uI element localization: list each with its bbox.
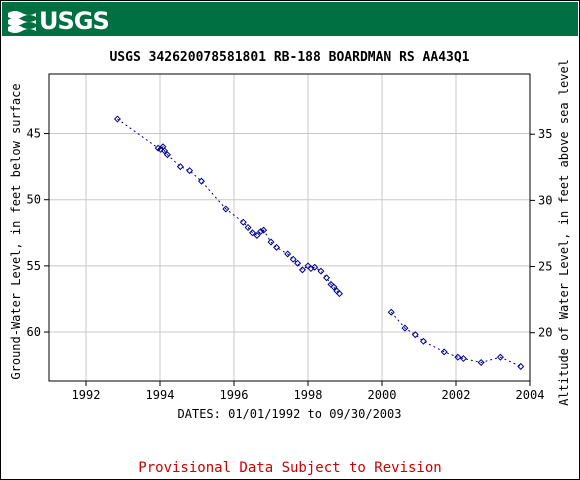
data-point — [157, 145, 165, 153]
plot-area — [49, 74, 530, 381]
y2-axis-label: Altitude of Water Level, in feet above s… — [557, 59, 571, 406]
x-tick-label: 2002 — [442, 388, 471, 402]
data-point — [244, 223, 252, 232]
y-tick-label: 50 — [27, 193, 41, 207]
data-point — [176, 163, 184, 171]
y-axis-label: Ground-Water Level, in feet below surfac… — [9, 83, 23, 379]
data-point — [273, 243, 281, 251]
data-point — [257, 227, 265, 235]
y2-tick-label: 25 — [538, 260, 552, 274]
data-point — [330, 283, 338, 291]
x-tick-label: 1998 — [294, 388, 323, 402]
data-point — [401, 324, 409, 332]
data-point — [260, 226, 268, 234]
data-point — [289, 255, 297, 263]
data-point — [253, 231, 261, 239]
data-point — [160, 147, 168, 155]
usgs-banner: USGS — [2, 2, 578, 36]
data-point — [294, 259, 302, 267]
usgs-logo-text: USGS — [39, 7, 110, 35]
data-point — [284, 250, 292, 258]
data-point — [419, 337, 427, 345]
data-point — [387, 308, 395, 316]
data-point — [440, 348, 448, 356]
data-point — [496, 353, 504, 361]
x-tick-label: 1992 — [72, 388, 101, 402]
data-point — [335, 290, 343, 298]
data-point — [311, 263, 319, 271]
series-line — [390, 311, 521, 367]
data-point — [222, 205, 230, 213]
data-point — [197, 177, 205, 185]
y2-tick-label: 20 — [538, 326, 552, 340]
data-point — [411, 331, 419, 339]
data-point — [113, 115, 121, 123]
x-tick-label: 1994 — [146, 388, 175, 402]
data-point — [267, 238, 275, 246]
data-point — [298, 266, 306, 274]
data-point — [163, 151, 171, 159]
data-point — [322, 274, 331, 282]
y-tick-label: 45 — [27, 127, 41, 141]
usgs-logo[interactable]: USGS — [8, 7, 110, 35]
data-point — [317, 267, 325, 275]
plot-border — [48, 73, 531, 382]
data-point — [477, 358, 485, 366]
data-point — [454, 353, 462, 361]
y-tick-label: 60 — [27, 325, 41, 339]
x-tick-label: 1996 — [220, 388, 249, 402]
y-tick-label: 55 — [27, 259, 41, 273]
usgs-wave-icon — [8, 9, 36, 33]
data-point — [239, 218, 247, 226]
provisional-notice: Provisional Data Subject to Revision — [138, 460, 441, 476]
data-point — [517, 362, 525, 370]
data-point — [186, 167, 194, 175]
x-tick-label: 2004 — [516, 388, 545, 402]
y2-tick-label: 30 — [538, 193, 552, 207]
data-point — [459, 354, 467, 363]
chart-title: USGS 342620078581801 RB-188 BOARDMAN RS … — [109, 50, 469, 65]
x-tick-label: 2000 — [368, 388, 397, 402]
series-line — [117, 118, 340, 295]
y2-tick-label: 35 — [538, 127, 552, 141]
x-axis-label: DATES: 01/01/1992 to 09/30/2003 — [178, 407, 402, 421]
data-point — [248, 229, 257, 237]
